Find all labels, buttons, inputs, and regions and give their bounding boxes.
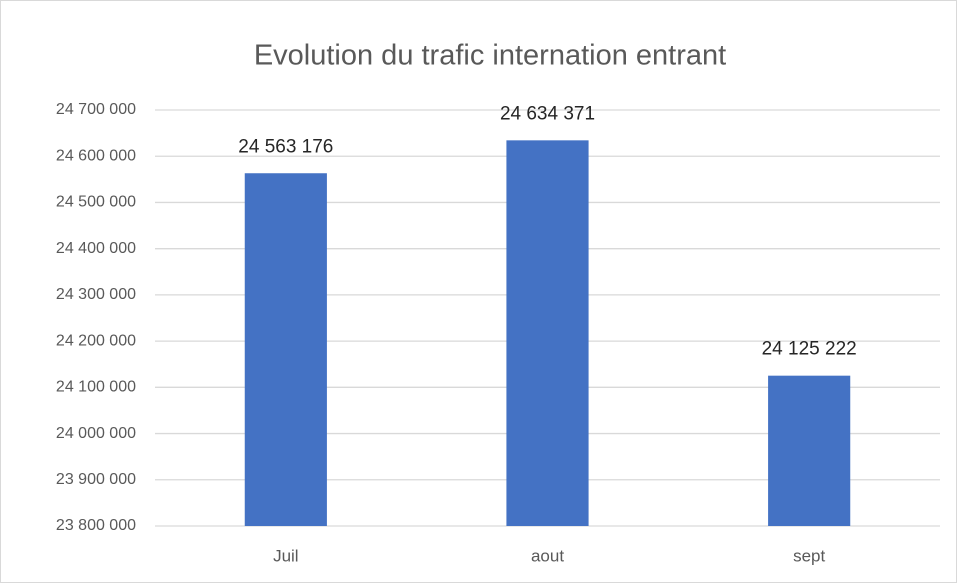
y-tick-label: 24 200 000 bbox=[56, 332, 136, 349]
data-label: 24 634 371 bbox=[500, 103, 595, 124]
bar bbox=[506, 140, 589, 526]
x-tick-label: Juil bbox=[273, 546, 299, 565]
y-tick-label: 24 400 000 bbox=[56, 240, 136, 257]
data-label: 24 563 176 bbox=[238, 136, 333, 157]
bar bbox=[244, 173, 327, 526]
y-tick-label: 24 100 000 bbox=[56, 379, 136, 396]
y-tick-label: 23 900 000 bbox=[56, 471, 136, 488]
y-tick-label: 24 300 000 bbox=[56, 286, 136, 303]
y-tick-label: 24 700 000 bbox=[56, 101, 136, 118]
x-tick-label: sept bbox=[793, 546, 825, 565]
chart-title: Evolution du trafic internation entrant bbox=[254, 40, 726, 72]
x-tick-label: aout bbox=[531, 546, 564, 565]
y-tick-label: 23 800 000 bbox=[56, 517, 136, 534]
y-tick-label: 24 600 000 bbox=[56, 147, 136, 164]
bar bbox=[768, 375, 851, 526]
y-tick-label: 24 000 000 bbox=[56, 425, 136, 442]
y-tick-label: 24 500 000 bbox=[56, 194, 136, 211]
data-label: 24 125 222 bbox=[762, 339, 857, 360]
